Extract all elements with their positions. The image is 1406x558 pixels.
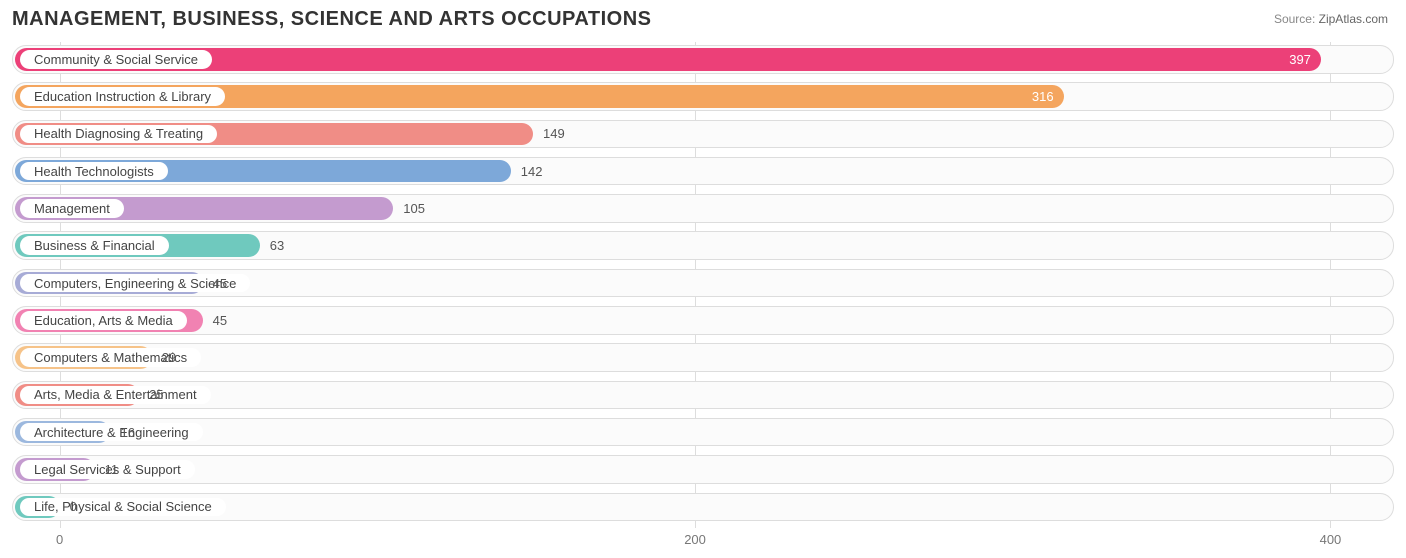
bar-value: 105: [395, 191, 425, 226]
bar-row: Community & Social Service397: [12, 42, 1394, 77]
bar-row: Computers, Engineering & Science45: [12, 266, 1394, 301]
bar-row: Computers & Mathematics29: [12, 340, 1394, 375]
bar-row: Life, Physical & Social Science0: [12, 490, 1394, 525]
chart-title: MANAGEMENT, BUSINESS, SCIENCE AND ARTS O…: [12, 8, 651, 31]
bar-value: 16: [112, 415, 134, 450]
source-site: ZipAtlas.com: [1319, 12, 1388, 26]
plot-area: Community & Social Service397Education I…: [12, 42, 1394, 528]
bar-row: Health Diagnosing & Treating 149: [12, 117, 1394, 152]
bar-value: 45: [205, 303, 227, 338]
bar-value: 63: [262, 228, 284, 263]
bar-row: Architecture & Engineering16: [12, 415, 1394, 450]
x-axis-tick-label: 0: [56, 532, 63, 547]
bar-value: 149: [535, 117, 565, 152]
bar-label: Education, Arts & Media: [20, 311, 187, 330]
bar-row: Legal Services & Support11: [12, 452, 1394, 487]
bar-track: [12, 418, 1394, 447]
x-axis-tick-label: 200: [684, 532, 706, 547]
bar-track: [12, 343, 1394, 372]
bar-label: Architecture & Engineering: [20, 423, 203, 442]
bar-value: 397: [15, 42, 1321, 77]
bar-row: Business & Financial 63: [12, 228, 1394, 263]
bar-row: Health Technologists 142: [12, 154, 1394, 189]
bar-label: Arts, Media & Entertainment: [20, 386, 211, 405]
bar-label: Health Diagnosing & Treating: [20, 125, 217, 144]
bar-value: 29: [154, 340, 176, 375]
bar-value: 316: [15, 79, 1064, 114]
bar-label: Business & Financial: [20, 236, 169, 255]
bar-row: Management 105: [12, 191, 1394, 226]
bar-label: Life, Physical & Social Science: [20, 498, 226, 517]
x-axis-tick-label: 400: [1320, 532, 1342, 547]
bar-row: Education Instruction & Library316: [12, 79, 1394, 114]
bar-label: Management: [20, 199, 124, 218]
bar-row: Arts, Media & Entertainment25: [12, 378, 1394, 413]
source-label: Source:: [1274, 12, 1315, 26]
chart-container: MANAGEMENT, BUSINESS, SCIENCE AND ARTS O…: [0, 0, 1406, 558]
bar-value: 45: [205, 266, 227, 301]
bar-value: 25: [141, 378, 163, 413]
bar-label: Health Technologists: [20, 162, 168, 181]
bar-track: [12, 455, 1394, 484]
bar-row: Education, Arts & Media 45: [12, 303, 1394, 338]
bar-value: 11: [97, 452, 119, 487]
source-attribution: Source: ZipAtlas.com: [1274, 12, 1388, 26]
x-axis: 0 200 400: [12, 532, 1394, 552]
bar-value: 142: [513, 154, 543, 189]
bar-value: 0: [62, 490, 77, 525]
bar-track: [12, 381, 1394, 410]
